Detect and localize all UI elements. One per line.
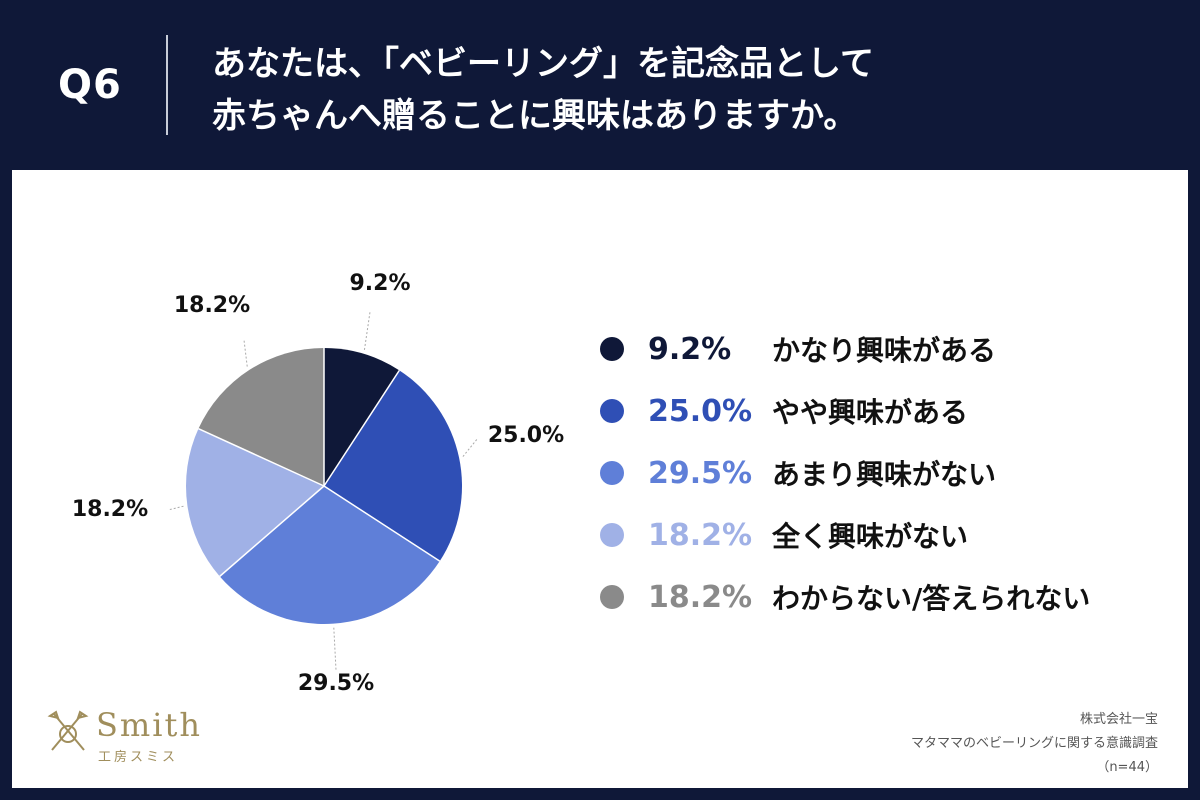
legend-percent: 9.2% bbox=[648, 331, 732, 367]
pie-slice-4 bbox=[186, 428, 324, 577]
legend-item-5: 18.2% わからない/答えられない bbox=[600, 566, 1090, 628]
question-line-2: 赤ちゃんへ贈ることに興味はありますか。 bbox=[212, 96, 858, 136]
legend-label: 全く興味がない bbox=[772, 520, 969, 553]
slice-separator bbox=[323, 485, 441, 562]
slice-separator bbox=[219, 485, 325, 577]
pie-slice-2 bbox=[324, 370, 463, 562]
leader-line-5 bbox=[243, 339, 248, 367]
slice-separator bbox=[198, 427, 325, 487]
pie-slice-3 bbox=[219, 486, 440, 624]
pie-slice-5 bbox=[198, 348, 324, 486]
logo: Smith 工房スミス bbox=[46, 706, 226, 766]
legend-item-4: 18.2% 全く興味がない bbox=[600, 504, 1090, 566]
legend-percent: 18.2% bbox=[648, 517, 753, 553]
question-text: あなたは、「ベビーリング」を記念品として 赤ちゃんへ贈ることに興味はありますか。 bbox=[212, 38, 1172, 142]
legend-percent: 25.0% bbox=[648, 393, 753, 429]
legend-percent: 18.2% bbox=[648, 579, 753, 615]
source-company: 株式会社一宝 bbox=[1079, 712, 1158, 727]
leader-line-2 bbox=[462, 437, 479, 457]
source-sample: （n=44） bbox=[1096, 760, 1158, 775]
legend-dot bbox=[600, 461, 624, 485]
data-label-5: 18.2% bbox=[174, 293, 250, 318]
legend-item-1: 9.2% かなり興味がある bbox=[600, 318, 1090, 380]
legend-label: やや興味がある bbox=[772, 396, 969, 429]
header: Q6 あなたは、「ベビーリング」を記念品として 赤ちゃんへ贈ることに興味はありま… bbox=[0, 0, 1200, 170]
legend-dot bbox=[600, 399, 624, 423]
legend-dot bbox=[600, 337, 624, 361]
legend-item-2: 25.0% やや興味がある bbox=[600, 380, 1090, 442]
data-label-1: 9.2% bbox=[349, 271, 410, 296]
legend-label: わからない/答えられない bbox=[772, 582, 1091, 615]
pie-slice-1 bbox=[324, 348, 400, 486]
data-label-3: 29.5% bbox=[298, 671, 374, 696]
slice-separator bbox=[323, 369, 400, 487]
question-line-1: あなたは、「ベビーリング」を記念品として bbox=[212, 44, 874, 84]
data-label-2: 25.0% bbox=[488, 423, 564, 448]
leader-line-3 bbox=[333, 627, 337, 671]
logo-wordmark: Smith bbox=[96, 706, 202, 744]
logo-subtitle: 工房スミス bbox=[98, 750, 179, 765]
source-note: 株式会社一宝 マタママのベビーリングに関する意識調査 （n=44） bbox=[911, 708, 1158, 780]
leader-line-4 bbox=[167, 505, 184, 511]
data-label-4: 18.2% bbox=[72, 497, 148, 522]
chart-legend: 9.2% かなり興味がある 25.0% やや興味がある 29.5% あまり興味がない 18.… bbox=[600, 318, 1090, 628]
legend-label: かなり興味がある bbox=[772, 334, 997, 367]
legend-percent: 29.5% bbox=[648, 455, 753, 491]
source-survey: マタママのベビーリングに関する意識調査 bbox=[910, 736, 1158, 751]
header-divider bbox=[166, 35, 168, 135]
legend-label: あまり興味がない bbox=[772, 458, 997, 491]
leader-line-1 bbox=[363, 311, 371, 350]
question-number: Q6 bbox=[58, 62, 122, 108]
legend-dot bbox=[600, 523, 624, 547]
legend-dot bbox=[600, 585, 624, 609]
legend-item-3: 29.5% あまり興味がない bbox=[600, 442, 1090, 504]
ring-logo-icon bbox=[47, 710, 89, 751]
